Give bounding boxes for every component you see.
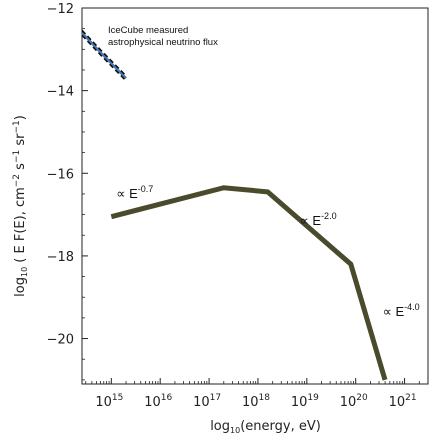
x-tick-label: 1016 — [144, 393, 172, 410]
x-tick-label: 1017 — [193, 393, 221, 410]
model-flux-line — [110, 185, 388, 381]
x-tick-label: 1019 — [291, 393, 319, 410]
slope-annotation: ∝ E-0.7 — [116, 184, 153, 201]
icecube-lower-bound — [81, 34, 127, 82]
x-axis-title: log10(energy, eV) — [210, 419, 321, 435]
slope-annotation: ∝ E-2.0 — [299, 211, 336, 228]
x-tick-label: 1021 — [389, 393, 417, 410]
y-axis-title: log10 ( E F(E), cm−2 s−1 sr−1) — [12, 115, 29, 297]
plot-frame — [81, 7, 429, 385]
x-tick-label: 1015 — [95, 393, 123, 410]
y-tick-label: −12 — [47, 2, 74, 17]
x-tick-label: 1020 — [340, 393, 368, 410]
y-tick-label: −16 — [47, 167, 74, 182]
slope-annotation: ∝ E-4.0 — [383, 302, 420, 319]
icecube-label: IceCube measured — [108, 25, 188, 36]
y-tick-label: −14 — [47, 85, 74, 100]
y-tick-label: −18 — [47, 250, 74, 265]
y-tick-label: −20 — [47, 333, 74, 348]
icecube-label: astrophysical neutrino flux — [108, 37, 218, 48]
icecube-upper-bound — [81, 29, 127, 77]
x-tick-label: 1018 — [242, 393, 270, 410]
icecube-flux-band — [81, 31, 127, 80]
